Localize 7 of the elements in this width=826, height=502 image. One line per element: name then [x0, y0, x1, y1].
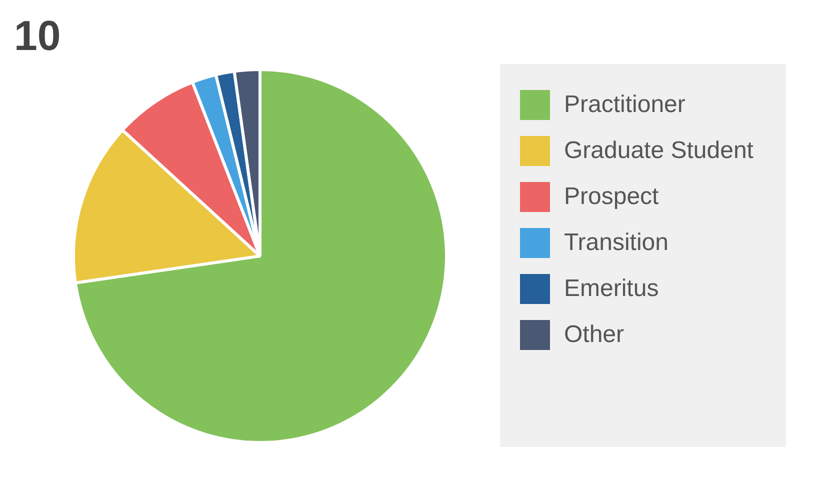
legend-label: Prospect [564, 183, 659, 211]
legend-label: Transition [564, 229, 668, 257]
legend-label: Graduate Student [564, 137, 754, 165]
legend-label: Emeritus [564, 275, 659, 303]
chart-title: 10 [14, 12, 61, 60]
legend-label: Other [564, 321, 624, 349]
legend-label: Practitioner [564, 91, 686, 119]
